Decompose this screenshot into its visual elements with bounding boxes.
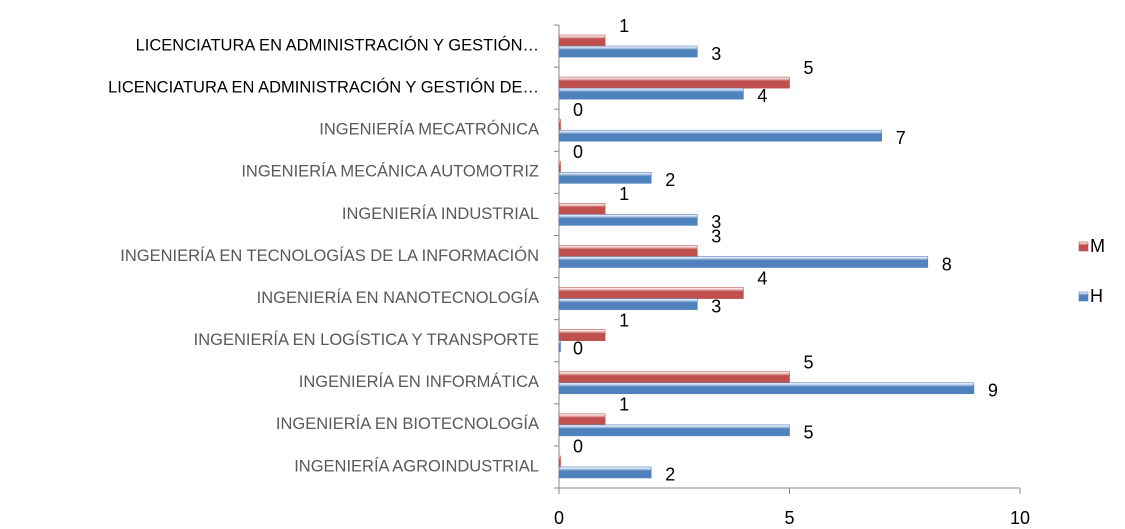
value-label: 0	[573, 437, 583, 457]
bar	[558, 118, 561, 131]
legend-swatch	[1078, 241, 1089, 252]
value-label: 9	[988, 381, 998, 401]
bar	[558, 76, 790, 89]
category-label: LICENCIATURA EN ADMINISTRACIÓN Y GESTIÓN…	[136, 35, 539, 54]
category-label: INGENIERÍA EN INFORMÁTICA	[299, 372, 539, 391]
bar	[558, 329, 606, 341]
category-label: LICENCIATURA EN ADMINISTRACIÓN Y GESTIÓN…	[108, 77, 539, 96]
category-label: INGENIERÍA EN BIOTECNOLOGÍA	[276, 414, 539, 433]
legend-swatch	[1078, 291, 1089, 302]
x-tick-label: 5	[784, 508, 794, 528]
value-label: 3	[711, 296, 721, 316]
value-label: 3	[711, 44, 721, 64]
value-label: 4	[757, 268, 767, 288]
bar	[558, 161, 561, 173]
value-label: 5	[804, 58, 814, 78]
value-label: 0	[573, 142, 583, 162]
bar	[558, 466, 652, 479]
value-label: 2	[665, 170, 675, 190]
bar	[558, 45, 698, 58]
value-label: 1	[619, 310, 629, 330]
bar	[558, 371, 790, 384]
value-label: 0	[573, 100, 583, 120]
category-label: INGENIERÍA EN LOGÍSTICA Y TRANSPORTE	[194, 330, 539, 349]
category-label: INGENIERÍA MECÁNICA AUTOMOTRIZ	[241, 162, 539, 181]
value-label: 2	[665, 465, 675, 485]
bar	[558, 245, 698, 257]
value-label: 4	[757, 86, 767, 106]
value-label: 1	[619, 16, 629, 36]
value-label: 5	[804, 423, 814, 443]
legend-label: H	[1090, 286, 1103, 306]
x-tick-label: 10	[1010, 508, 1030, 528]
category-label: INGENIERÍA MECATRÓNICA	[319, 120, 539, 139]
bar	[558, 34, 606, 47]
bar	[558, 413, 606, 426]
bar	[558, 382, 975, 395]
value-label: 8	[942, 254, 952, 274]
category-label: INGENIERÍA INDUSTRIAL	[342, 204, 539, 223]
value-label: 1	[619, 184, 629, 204]
value-label: 0	[573, 338, 583, 358]
x-tick-label: 0	[554, 508, 564, 528]
bar	[558, 256, 929, 268]
value-label: 3	[711, 226, 721, 246]
value-label: 5	[804, 353, 814, 373]
bar	[558, 298, 698, 310]
bar	[558, 172, 652, 184]
category-label: INGENIERÍA AGROINDUSTRIAL	[294, 456, 539, 475]
bar	[558, 214, 698, 226]
bar	[558, 455, 561, 468]
value-label: 7	[896, 128, 906, 148]
bar	[558, 424, 790, 437]
bar	[558, 87, 744, 100]
bar	[558, 340, 561, 352]
value-label: 3	[711, 212, 721, 232]
bar	[558, 129, 883, 142]
category-label: INGENIERÍA EN NANOTECNOLOGÍA	[257, 288, 539, 307]
category-label: INGENIERÍA EN TECNOLOGÍAS DE LA INFORMAC…	[120, 246, 539, 265]
bar	[558, 203, 606, 215]
value-label: 1	[619, 395, 629, 415]
legend-label: M	[1090, 236, 1105, 256]
